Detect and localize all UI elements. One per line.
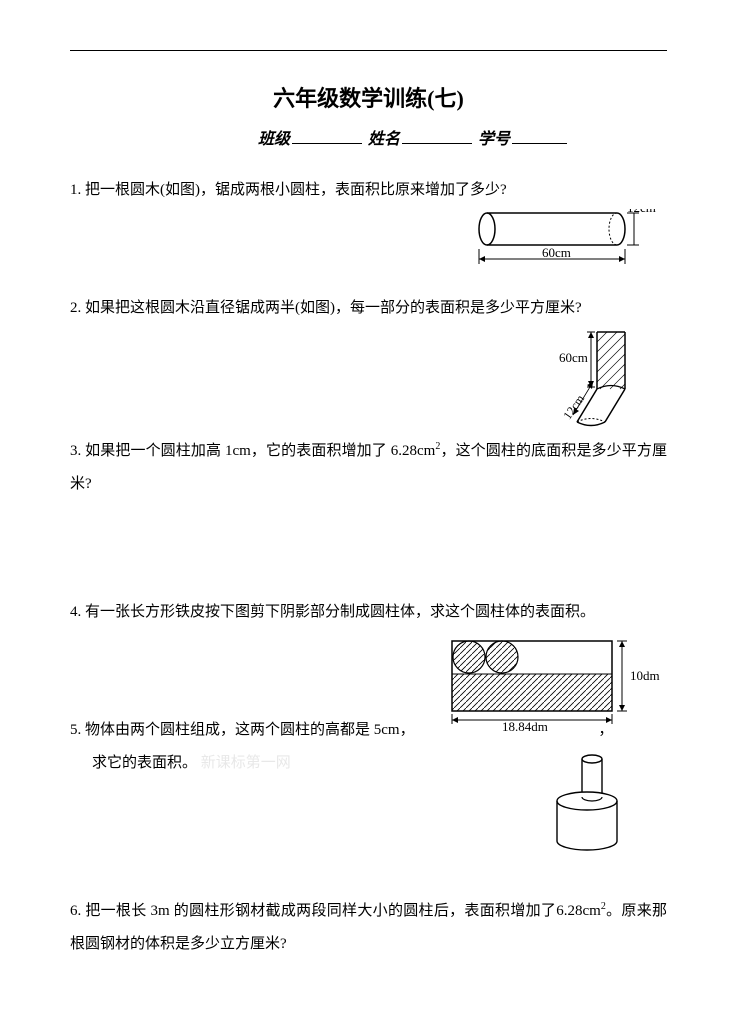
question-3: 3. 如果把一个圆柱加高 1cm，它的表面积增加了 6.28cm2，这个圆柱的底…	[70, 435, 667, 581]
fig2-height: 60cm	[559, 350, 588, 365]
question-1: 1. 把一根圆木(如图)，锯成两根小圆柱，表面积比原来增加了多少? 60cm 1…	[70, 174, 667, 277]
q6-num: 6.	[70, 903, 81, 919]
q6-text-a: 把一根长 3m 的圆柱形钢材截成两段同样大小的圆柱后，表面积增加了6.28cm	[85, 903, 601, 919]
q5-text-a: 物体由两个圆柱组成，这两个圆柱的高都是 5cm，	[85, 722, 415, 738]
fig4-height: 10dm	[630, 668, 660, 683]
figure-5	[542, 749, 632, 867]
q4-text: 有一张长方形铁皮按下图剪下阴影部分制成圆柱体，求这个圆柱体的表面积。	[85, 604, 595, 620]
q3-text-a: 如果把一个圆柱加高 1cm，它的表面积增加了 6.28cm	[85, 443, 435, 459]
figure-1: 60cm 12cm	[467, 209, 657, 282]
q3-num: 3.	[70, 443, 81, 459]
q5-text-b: 求它的表面积。	[70, 755, 197, 771]
question-6: 6. 把一根长 3m 的圆柱形钢材截成两段同样大小的圆柱后，表面积增加了6.28…	[70, 895, 667, 961]
fig2-diam: 12cm	[560, 391, 587, 421]
fig1-height: 12cm	[627, 209, 656, 215]
name-blank	[402, 128, 472, 144]
question-5: 5. 物体由两个圆柱组成，这两个圆柱的高都是 5cm， ， 求它的表面积。 新课…	[70, 714, 667, 880]
name-label: 姓名	[368, 131, 400, 148]
q1-num: 1.	[70, 182, 81, 198]
q1-text: 把一根圆木(如图)，锯成两根小圆柱，表面积比原来增加了多少?	[85, 182, 507, 198]
id-blank	[512, 128, 567, 144]
question-4: 4. 有一张长方形铁皮按下图剪下阴影部分制成圆柱体，求这个圆柱体的表面积。	[70, 596, 667, 709]
cylinder-horizontal-svg: 60cm 12cm	[467, 209, 657, 269]
fig1-width: 60cm	[542, 245, 571, 260]
q5-num: 5.	[70, 722, 81, 738]
half-cylinder-svg: 60cm 12cm	[537, 327, 657, 437]
two-cylinders-svg	[542, 749, 632, 854]
q4-num: 4.	[70, 604, 81, 620]
class-blank	[292, 128, 362, 144]
q5-faded: 新课标第一网	[201, 755, 291, 771]
page-title: 六年级数学训练(七)	[70, 81, 667, 113]
id-label: 学号	[478, 131, 510, 148]
q2-num: 2.	[70, 300, 81, 316]
q2-text: 如果把这根圆木沿直径锯成两半(如图)，每一部分的表面积是多少平方厘米?	[85, 300, 582, 316]
question-2: 2. 如果把这根圆木沿直径锯成两半(如图)，每一部分的表面积是多少平方厘米?	[70, 292, 667, 420]
class-label: 班级	[258, 131, 290, 148]
top-rule	[70, 50, 667, 51]
figure-2: 60cm 12cm	[537, 327, 657, 450]
header-fields: 班级 姓名 学号	[70, 125, 667, 149]
page-container: 六年级数学训练(七) 班级 姓名 学号 1. 把一根圆木(如图)，锯成两根小圆柱…	[0, 0, 737, 961]
